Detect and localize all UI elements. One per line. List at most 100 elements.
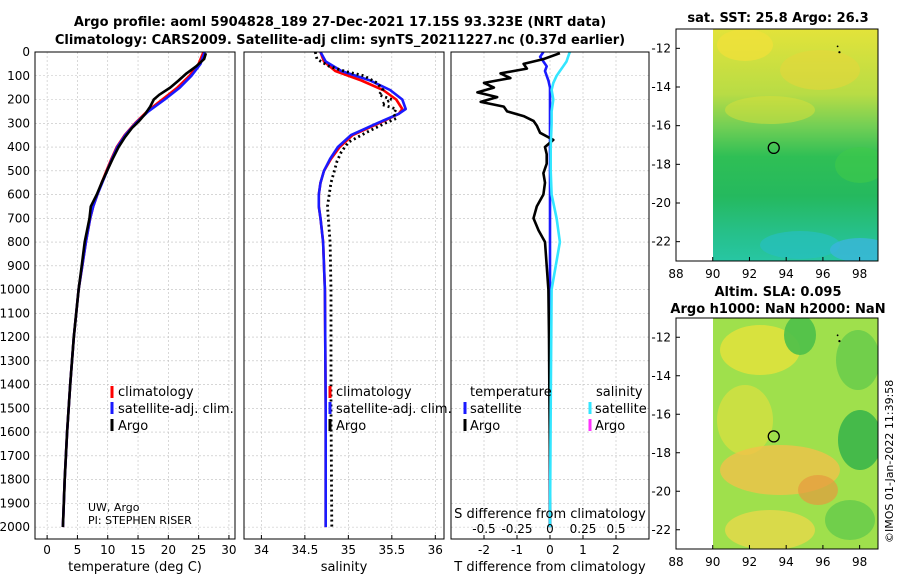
legend-temp-satellite-label: satellite [470,402,522,417]
sla-map-ticks: 88 90 92 94 96 98 -22 -20 -18 -16 -14 -12 [651,330,867,569]
y-tick-label: 1400 [0,378,30,392]
salinity-axis-label: salinity [321,560,368,575]
series-temperature-argo [476,52,561,528]
sst-cool-patch-a [835,147,878,183]
map-y-tick-label: -22 [651,235,671,249]
map-y-tick-label: -12 [651,330,671,344]
y-tick-label: 1200 [0,330,30,344]
x-tick-label-salinity: 0 [546,522,554,536]
sst-warm-patch-a [717,29,773,61]
legend-argo-label: Argo [336,419,366,434]
figure-title-line2: Climatology: CARS2009. Satellite-adj cli… [55,33,625,48]
x-tick-label: 36 [428,543,443,557]
map-y-tick-label: -22 [651,523,671,537]
legend-satellite-label: satellite-adj. clim. [118,402,234,417]
sst-map-field [676,29,878,261]
sst-map-ticks: 88 90 92 94 96 98 -22 -20 -18 -16 -14 -12 [651,41,867,281]
map-x-tick-label: 88 [668,267,683,281]
temperature-tick-labels: 0 5 10 15 20 25 30 [43,535,237,557]
salinity-grid [244,51,444,539]
salinity-difference-tick-labels: -0.5 -0.25 0 0.25 0.5 [472,522,625,536]
sla-patch-c [836,330,878,390]
temperature-axes-frame [34,51,236,540]
x-tick-label-salinity: -0.25 [501,522,532,536]
y-tick-label: 200 [7,93,30,107]
map-x-tick-label: 94 [779,555,794,569]
legend-climatology-label: climatology [336,385,412,400]
island-dot [836,45,839,48]
x-tick-label: -1 [511,543,523,557]
y-tick-label: 800 [7,235,30,249]
sst-no-data-strip [676,29,713,261]
salinity-difference-axis-label: S difference from climatology [454,507,646,522]
series-satellite-adj-clim- [317,52,408,528]
map-x-tick-label: 94 [779,267,794,281]
temperature-axis-label: temperature (deg C) [68,560,202,575]
imos-watermark: ©IMOS 01-Jan-2022 11:39:58 [883,380,896,543]
y-tick-label: 400 [7,140,30,154]
map-x-tick-label: 92 [742,555,757,569]
difference-legend: temperature satellite Argo salinity sate… [463,385,647,434]
salinity-panel: 34 34.5 35 35.5 36 salinity climatology sate… [243,51,452,575]
x-tick-label: 10 [100,543,115,557]
difference-grid [451,51,649,539]
legend-argo-label: Argo [118,419,148,434]
island-dot [838,340,841,343]
map-x-tick-label: 88 [668,555,683,569]
x-tick-label: 2 [612,543,620,557]
x-tick-label: 0 [43,543,51,557]
map-y-tick-label: -20 [651,196,671,210]
temperature-legend: climatology satellite-adj. clim. Argo [110,385,234,434]
sst-warm-patch-c [725,96,815,124]
legend-salinity-title: salinity [596,385,643,400]
map-y-tick-label: -14 [651,80,671,94]
map-x-tick-label: 96 [815,267,830,281]
salinity-tick-labels: 34 34.5 35 35.5 36 [254,535,443,557]
x-tick-label: 1 [579,543,587,557]
difference-series [476,52,572,528]
y-tick-label: 1100 [0,306,30,320]
y-tick-label: 2000 [0,520,30,534]
map-y-tick-label: -18 [651,446,671,460]
sla-patch-i [825,500,875,540]
x-tick-label: 25 [191,543,206,557]
map-y-tick-label: -14 [651,369,671,383]
y-tick-label: 1900 [0,496,30,510]
legend-temp-argo-label: Argo [470,419,500,434]
argo-float-marker [767,141,780,155]
y-tick-label: 600 [7,188,30,202]
sla-map-frame [675,317,879,550]
map-x-tick-label: 92 [742,267,757,281]
sla-patch-g [798,475,838,505]
x-tick-label-salinity: 0.5 [606,522,625,536]
temperature-difference-axis-label: T difference from climatology [453,560,646,575]
legend-satellite-label: satellite-adj. clim. [336,402,452,417]
map-x-tick-label: 98 [852,267,867,281]
x-tick-label: -2 [478,543,490,557]
map-y-tick-label: -12 [651,41,671,55]
x-tick-label: 35 [341,543,356,557]
depth-tick-labels: 0 100 200 300 400 500 600 700 800 900 1000 1100 1200… [0,45,30,534]
salinity-legend: climatology satellite-adj. clim. Argo [328,385,452,434]
legend-sal-argo-label: Argo [595,419,625,434]
y-tick-label: 1600 [0,425,30,439]
sla-map-subtitle: Argo h1000: NaN h2000: NaN [670,302,885,317]
x-tick-label-salinity: -0.5 [472,522,495,536]
sla-map-title: Altim. SLA: 0.095 [715,285,842,300]
sst-map-panel: sat. SST: 25.8 Argo: 26.3 88 90 92 94 96 98 -2… [651,11,879,281]
sla-patch-a [720,325,800,375]
series-salinity-satellite [548,52,572,528]
series-argo [61,52,208,528]
x-tick-label: 15 [130,543,145,557]
map-x-tick-label: 90 [705,267,720,281]
y-tick-label: 500 [7,164,30,178]
y-tick-label: 1800 [0,473,30,487]
temperature-series [61,52,208,528]
salinity-axes-frame [243,51,445,540]
sla-patch-b [784,318,816,355]
sla-patch-e [838,410,878,470]
map-y-tick-label: -16 [651,119,671,133]
sla-map-panel: Altim. SLA: 0.095 Argo h1000: NaN h2000:… [651,285,885,569]
series-temperature-satellite [538,52,552,528]
island-dot [838,51,841,54]
